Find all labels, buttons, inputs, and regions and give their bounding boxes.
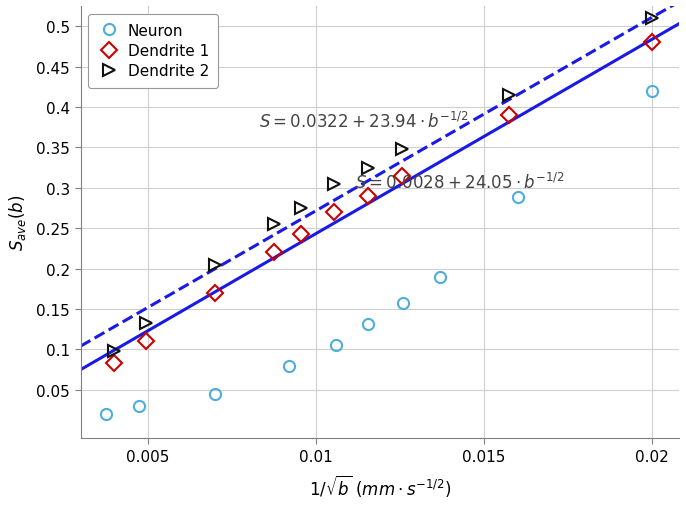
Dendrite 1 xyxy=(505,113,513,119)
Neuron xyxy=(332,343,340,349)
Dendrite 2 xyxy=(296,206,305,212)
Neuron xyxy=(285,363,293,369)
Line: Dendrite 2: Dendrite 2 xyxy=(108,14,658,357)
X-axis label: $1/\sqrt{b}$ $(mm \cdot s^{-1/2})$: $1/\sqrt{b}$ $(mm \cdot s^{-1/2})$ xyxy=(309,472,451,498)
Dendrite 2 xyxy=(330,181,338,187)
Dendrite 2 xyxy=(505,92,513,98)
Dendrite 1 xyxy=(142,339,150,345)
Neuron xyxy=(364,321,372,327)
Dendrite 2 xyxy=(648,16,657,22)
Legend: Neuron, Dendrite 1, Dendrite 2: Neuron, Dendrite 1, Dendrite 2 xyxy=(88,15,218,88)
Dendrite 2 xyxy=(211,262,219,268)
Dendrite 1 xyxy=(296,231,305,237)
Neuron xyxy=(648,88,657,94)
Dendrite 1 xyxy=(648,40,657,46)
Dendrite 1 xyxy=(211,290,219,296)
Text: $S = 0.0028 + 24.05 \cdot b^{-1/2}$: $S = 0.0028 + 24.05 \cdot b^{-1/2}$ xyxy=(355,172,565,192)
Neuron xyxy=(135,403,143,409)
Dendrite 2 xyxy=(364,165,372,171)
Neuron xyxy=(436,274,445,280)
Neuron xyxy=(211,391,219,397)
Dendrite 2 xyxy=(398,146,406,153)
Dendrite 2 xyxy=(142,320,150,326)
Dendrite 1 xyxy=(364,193,372,199)
Neuron xyxy=(102,411,110,417)
Dendrite 2 xyxy=(110,348,118,355)
Line: Neuron: Neuron xyxy=(100,86,658,420)
Line: Dendrite 1: Dendrite 1 xyxy=(108,38,658,369)
Dendrite 1 xyxy=(270,250,278,256)
Neuron xyxy=(514,195,522,201)
Dendrite 1 xyxy=(110,361,118,367)
Dendrite 1 xyxy=(398,173,406,179)
Y-axis label: $S_{ave}(b)$: $S_{ave}(b)$ xyxy=(7,194,28,251)
Dendrite 2 xyxy=(270,222,278,228)
Dendrite 1 xyxy=(330,210,338,216)
Neuron xyxy=(399,300,407,307)
Text: $S = 0.0322 + 23.94 \cdot b^{-1/2}$: $S = 0.0322 + 23.94 \cdot b^{-1/2}$ xyxy=(259,112,469,132)
